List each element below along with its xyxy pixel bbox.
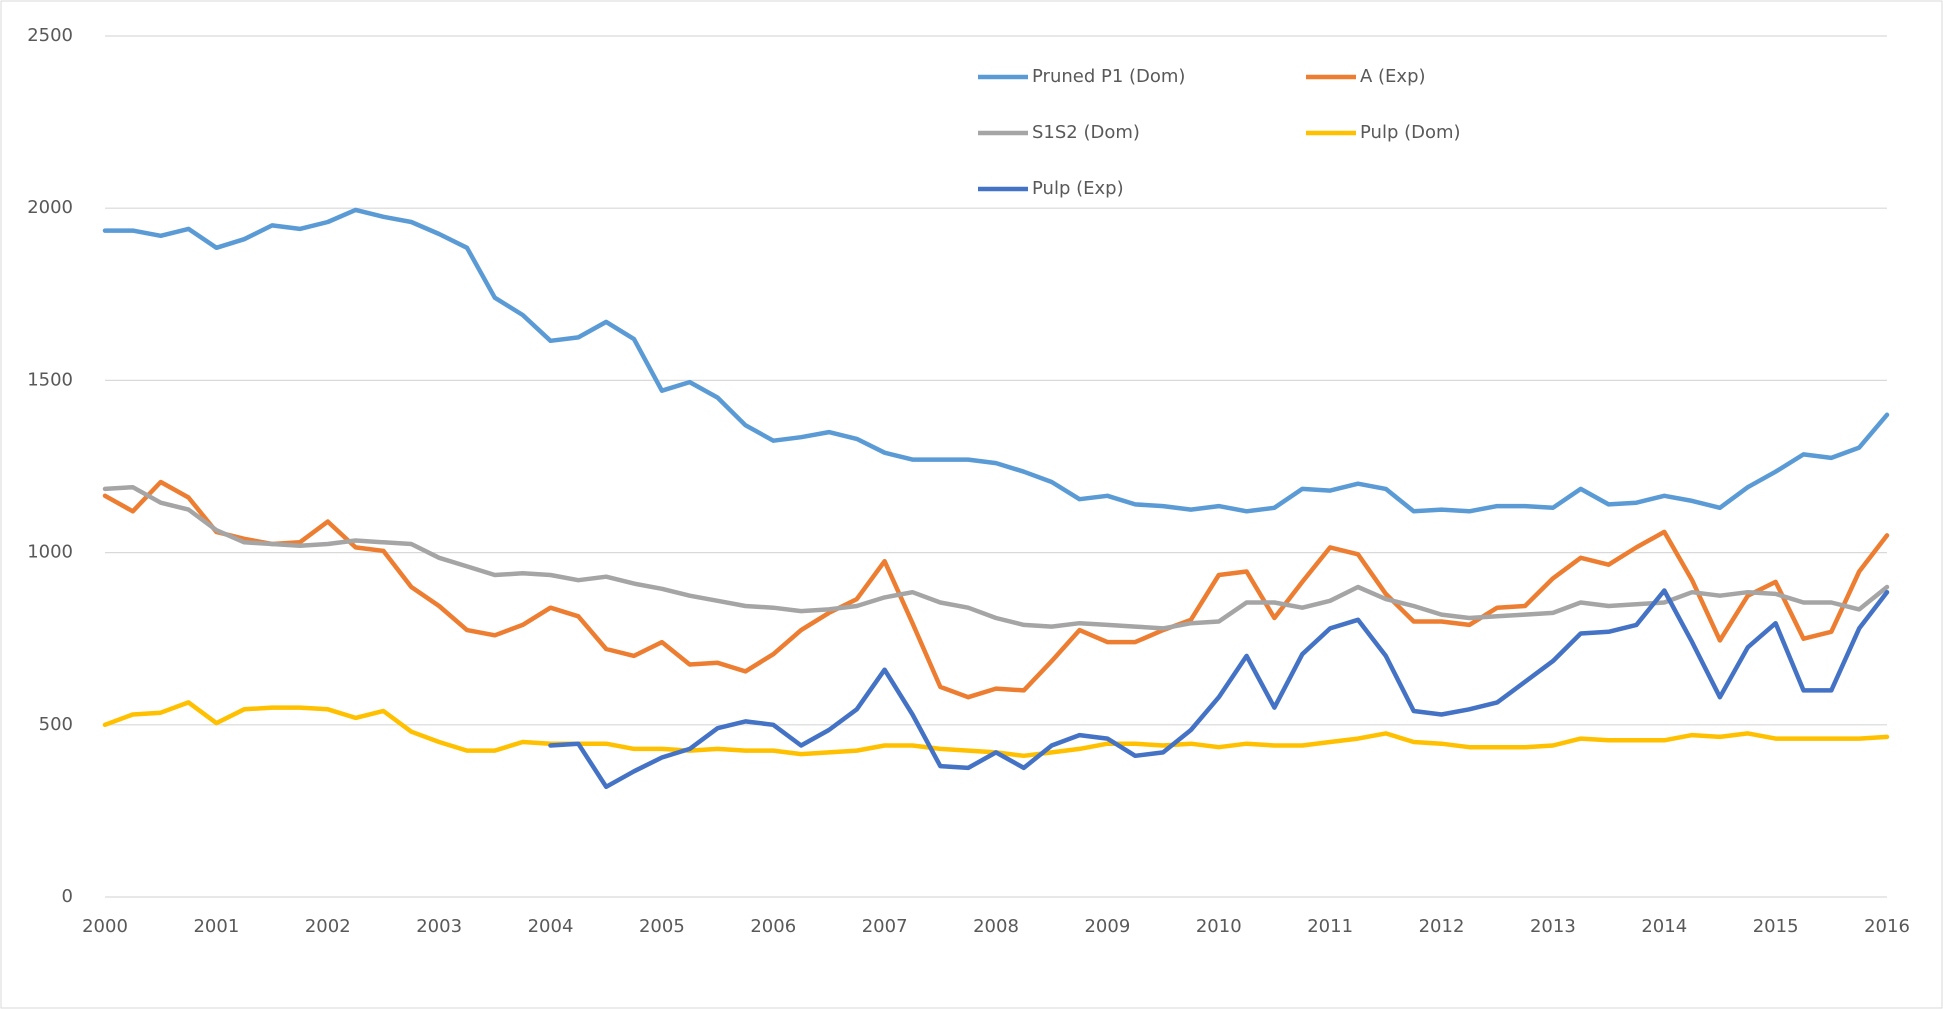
legend-label: Pulp (Dom) <box>1360 122 1461 143</box>
legend-label: S1S2 (Dom) <box>1032 122 1140 143</box>
y-tick-label: 2500 <box>27 25 73 46</box>
legend-label: A (Exp) <box>1360 66 1426 87</box>
y-tick-label: 500 <box>39 714 73 735</box>
x-tick-label: 2001 <box>193 916 239 937</box>
x-tick-label: 2006 <box>750 916 796 937</box>
legend-label: Pulp (Exp) <box>1032 178 1124 199</box>
x-tick-label: 2013 <box>1530 916 1576 937</box>
x-tick-label: 2008 <box>973 916 1019 937</box>
line-series <box>102 479 1890 700</box>
y-tick-label: 1000 <box>27 542 73 563</box>
x-tick-label: 2003 <box>416 916 462 937</box>
x-tick-label: 2002 <box>305 916 351 937</box>
x-tick-label: 2005 <box>639 916 685 937</box>
y-tick-label: 0 <box>62 886 73 907</box>
line-series <box>548 588 1890 790</box>
x-tick-label: 2010 <box>1196 916 1242 937</box>
x-tick-label: 2014 <box>1641 916 1687 937</box>
x-tick-label: 2016 <box>1864 916 1910 937</box>
x-tick-label: 2009 <box>1084 916 1130 937</box>
line-series <box>102 484 1890 631</box>
legend-label: Pruned P1 (Dom) <box>1032 66 1185 87</box>
x-tick-label: 2004 <box>528 916 574 937</box>
x-tick-label: 2012 <box>1419 916 1465 937</box>
x-tick-label: 2015 <box>1753 916 1799 937</box>
x-tick-label: 2007 <box>862 916 908 937</box>
x-tick-label: 2000 <box>82 916 128 937</box>
y-tick-label: 2000 <box>27 197 73 218</box>
x-tick-label: 2011 <box>1307 916 1353 937</box>
line-series <box>102 207 1890 514</box>
y-tick-label: 1500 <box>27 369 73 390</box>
